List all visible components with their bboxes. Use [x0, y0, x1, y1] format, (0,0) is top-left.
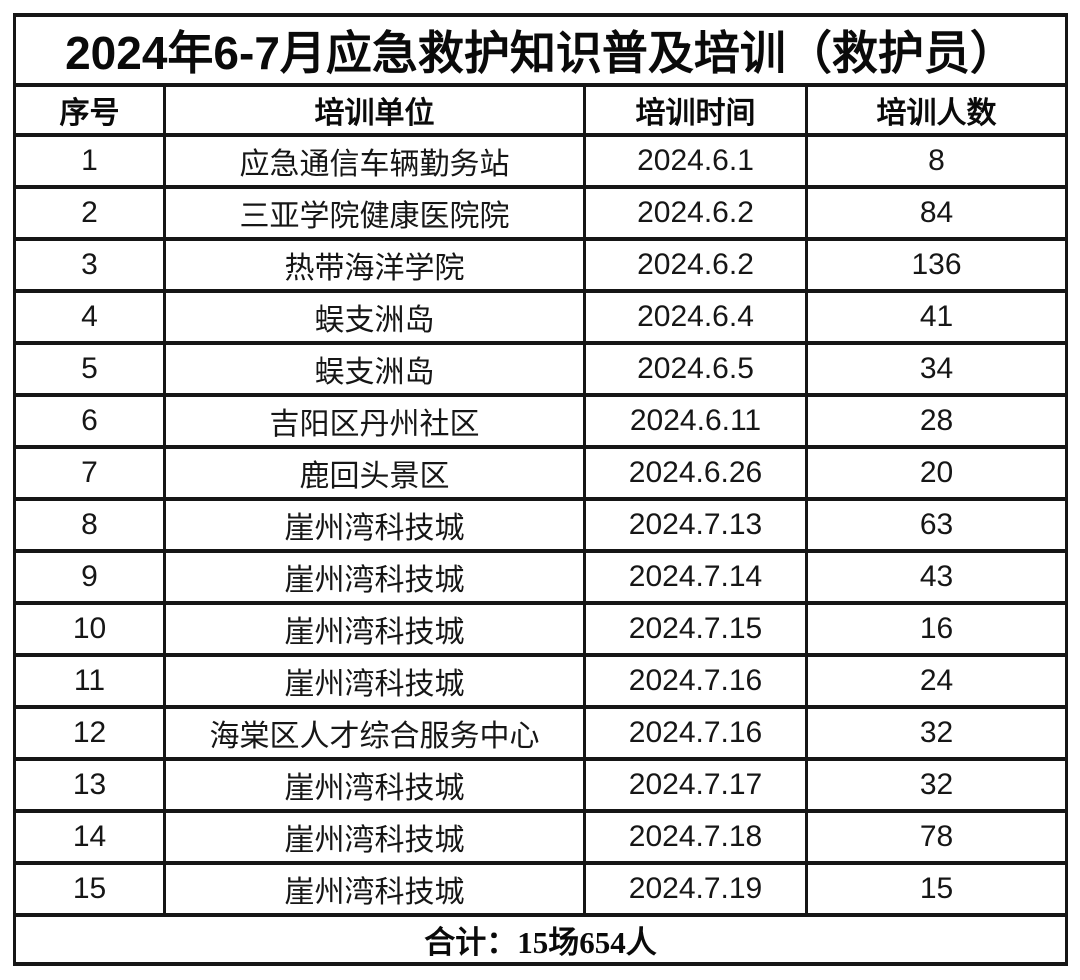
cell-date: 2024.7.13 — [583, 497, 808, 553]
cell-date: 2024.7.14 — [583, 549, 808, 605]
table-row: 10 崖州湾科技城 2024.7.15 16 — [13, 601, 1069, 657]
table-header-row: 序号 培训单位 培训时间 培训人数 — [13, 83, 1069, 137]
cell-unit: 崖州湾科技城 — [163, 601, 586, 657]
table-total-row: 合计：15场654人 — [12, 913, 1069, 966]
table-row: 5 蜈支洲岛 2024.6.5 34 — [13, 341, 1069, 397]
cell-unit: 崖州湾科技城 — [163, 653, 586, 709]
column-header-date: 培训时间 — [583, 83, 808, 137]
cell-unit: 应急通信车辆勤务站 — [163, 133, 586, 189]
cell-unit: 三亚学院健康医院院 — [163, 185, 586, 241]
cell-count: 78 — [804, 809, 1069, 865]
cell-unit: 崖州湾科技城 — [163, 757, 586, 813]
table-row: 7 鹿回头景区 2024.6.26 20 — [13, 445, 1069, 501]
cell-index: 4 — [13, 289, 166, 345]
cell-index: 9 — [13, 549, 166, 605]
cell-unit: 鹿回头景区 — [163, 445, 586, 501]
table-row: 6 吉阳区丹州社区 2024.6.11 28 — [13, 393, 1069, 449]
cell-index: 15 — [13, 861, 166, 917]
cell-count: 20 — [804, 445, 1069, 501]
cell-index: 7 — [13, 445, 166, 501]
cell-index: 5 — [13, 341, 166, 397]
cell-unit: 崖州湾科技城 — [163, 549, 586, 605]
cell-count: 28 — [804, 393, 1069, 449]
cell-date: 2024.7.17 — [583, 757, 808, 813]
table-body: 1 应急通信车辆勤务站 2024.6.1 8 2 三亚学院健康医院院 2024.6.2 84 3… — [13, 133, 1069, 917]
cell-unit: 吉阳区丹州社区 — [163, 393, 586, 449]
cell-date: 2024.6.11 — [583, 393, 808, 449]
cell-index: 13 — [13, 757, 166, 813]
cell-count: 15 — [804, 861, 1069, 917]
cell-index: 10 — [13, 601, 166, 657]
cell-date: 2024.6.2 — [583, 185, 808, 241]
training-table: 2024年6-7月应急救护知识普及培训（救护员） 序号 培训单位 培训时间 培训… — [12, 13, 1069, 966]
cell-count: 8 — [804, 133, 1069, 189]
cell-unit: 崖州湾科技城 — [163, 497, 586, 553]
cell-date: 2024.6.2 — [583, 237, 808, 293]
cell-index: 8 — [13, 497, 166, 553]
cell-unit: 海棠区人才综合服务中心 — [163, 705, 586, 761]
cell-index: 14 — [13, 809, 166, 865]
table-row: 12 海棠区人才综合服务中心 2024.7.16 32 — [13, 705, 1069, 761]
table-row: 15 崖州湾科技城 2024.7.19 15 — [13, 861, 1069, 917]
cell-count: 24 — [804, 653, 1069, 709]
training-table-container: 2024年6-7月应急救护知识普及培训（救护员） 序号 培训单位 培训时间 培训… — [12, 13, 1069, 966]
table-title-row: 2024年6-7月应急救护知识普及培训（救护员） — [12, 13, 1069, 87]
column-header-index: 序号 — [13, 83, 166, 137]
cell-unit: 崖州湾科技城 — [163, 809, 586, 865]
table-row: 8 崖州湾科技城 2024.7.13 63 — [13, 497, 1069, 553]
table-row: 13 崖州湾科技城 2024.7.17 32 — [13, 757, 1069, 813]
cell-count: 34 — [804, 341, 1069, 397]
cell-date: 2024.7.18 — [583, 809, 808, 865]
cell-count: 16 — [804, 601, 1069, 657]
column-header-unit: 培训单位 — [163, 83, 586, 137]
cell-count: 84 — [804, 185, 1069, 241]
table-row: 1 应急通信车辆勤务站 2024.6.1 8 — [13, 133, 1069, 189]
column-header-count: 培训人数 — [804, 83, 1069, 137]
cell-date: 2024.7.19 — [583, 861, 808, 917]
table-row: 9 崖州湾科技城 2024.7.14 43 — [13, 549, 1069, 605]
cell-index: 3 — [13, 237, 166, 293]
cell-count: 63 — [804, 497, 1069, 553]
table-row: 3 热带海洋学院 2024.6.2 136 — [13, 237, 1069, 293]
cell-date: 2024.6.5 — [583, 341, 808, 397]
cell-date: 2024.6.1 — [583, 133, 808, 189]
page-title: 2024年6-7月应急救护知识普及培训（救护员） — [12, 13, 1069, 87]
cell-date: 2024.7.15 — [583, 601, 808, 657]
cell-unit: 崖州湾科技城 — [163, 861, 586, 917]
cell-date: 2024.7.16 — [583, 653, 808, 709]
cell-index: 2 — [13, 185, 166, 241]
cell-date: 2024.7.16 — [583, 705, 808, 761]
cell-count: 32 — [804, 705, 1069, 761]
cell-date: 2024.6.4 — [583, 289, 808, 345]
cell-count: 32 — [804, 757, 1069, 813]
cell-count: 41 — [804, 289, 1069, 345]
table-row: 4 蜈支洲岛 2024.6.4 41 — [13, 289, 1069, 345]
table-row: 11 崖州湾科技城 2024.7.16 24 — [13, 653, 1069, 709]
total-summary: 合计：15场654人 — [12, 913, 1069, 966]
cell-count: 43 — [804, 549, 1069, 605]
cell-index: 11 — [13, 653, 166, 709]
cell-unit: 蜈支洲岛 — [163, 289, 586, 345]
cell-index: 6 — [13, 393, 166, 449]
cell-index: 1 — [13, 133, 166, 189]
cell-date: 2024.6.26 — [583, 445, 808, 501]
table-row: 14 崖州湾科技城 2024.7.18 78 — [13, 809, 1069, 865]
cell-index: 12 — [13, 705, 166, 761]
cell-unit: 蜈支洲岛 — [163, 341, 586, 397]
table-row: 2 三亚学院健康医院院 2024.6.2 84 — [13, 185, 1069, 241]
cell-unit: 热带海洋学院 — [163, 237, 586, 293]
cell-count: 136 — [804, 237, 1069, 293]
